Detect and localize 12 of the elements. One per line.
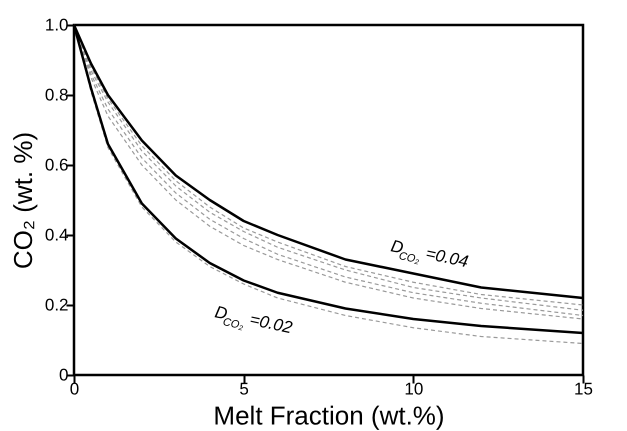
- y-tick-label: 0.2: [44, 296, 68, 314]
- annotation: DCO₂=0.02: [213, 302, 295, 338]
- y-tick-label: 1.0: [44, 16, 68, 34]
- x-tick-label: 5: [239, 380, 249, 398]
- y-axis-title: CO₂ (wt. %): [8, 132, 38, 270]
- x-axis-title: Melt Fraction (wt.%): [213, 400, 445, 430]
- x-tick-label: 15: [574, 380, 593, 398]
- y-tick-label: 0.8: [44, 86, 68, 104]
- y-tick-label: 0.6: [44, 156, 68, 174]
- y-tick-label: 0.4: [44, 226, 68, 244]
- x-tick-label: 10: [404, 380, 424, 398]
- annotation: DCO₂=0.04: [389, 236, 470, 272]
